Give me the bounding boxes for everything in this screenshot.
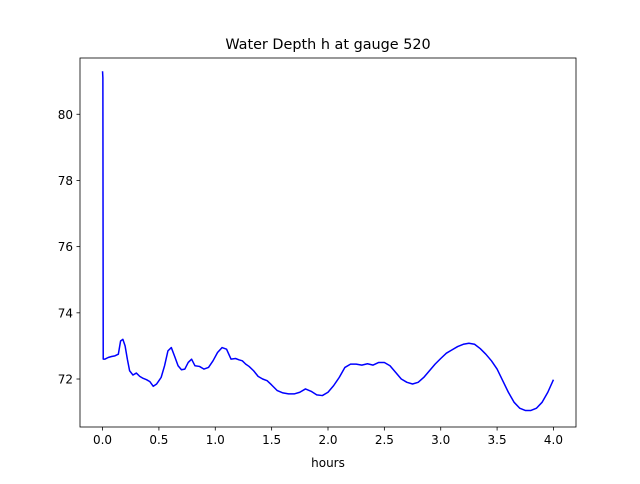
x-tick-label: 1.5: [262, 433, 281, 447]
y-tick-label: 80: [58, 108, 73, 122]
x-tick-label: 0.5: [149, 433, 168, 447]
x-tick-label: 2.0: [318, 433, 337, 447]
y-axis-ticks: 72 74 76 78 80: [58, 108, 80, 387]
x-tick-label: 0.0: [93, 433, 112, 447]
x-tick-label: 3.0: [431, 433, 450, 447]
x-axis-label: hours: [311, 456, 345, 470]
x-tick-label: 4.0: [544, 433, 563, 447]
plot-area: [80, 58, 576, 427]
y-tick-label: 76: [58, 240, 73, 254]
y-tick-label: 78: [58, 174, 73, 188]
y-tick-label: 72: [58, 373, 73, 387]
x-tick-label: 1.0: [206, 433, 225, 447]
x-axis-ticks: 0.0 0.5 1.0 1.5 2.0 2.5 3.0 3.5 4.0: [93, 427, 563, 447]
y-tick-label: 74: [58, 306, 73, 320]
chart-title: Water Depth h at gauge 520: [225, 37, 430, 53]
x-tick-label: 3.5: [488, 433, 507, 447]
x-tick-label: 2.5: [375, 433, 394, 447]
plot-frame: [79, 57, 577, 428]
series-line-water-depth: [101, 71, 555, 412]
